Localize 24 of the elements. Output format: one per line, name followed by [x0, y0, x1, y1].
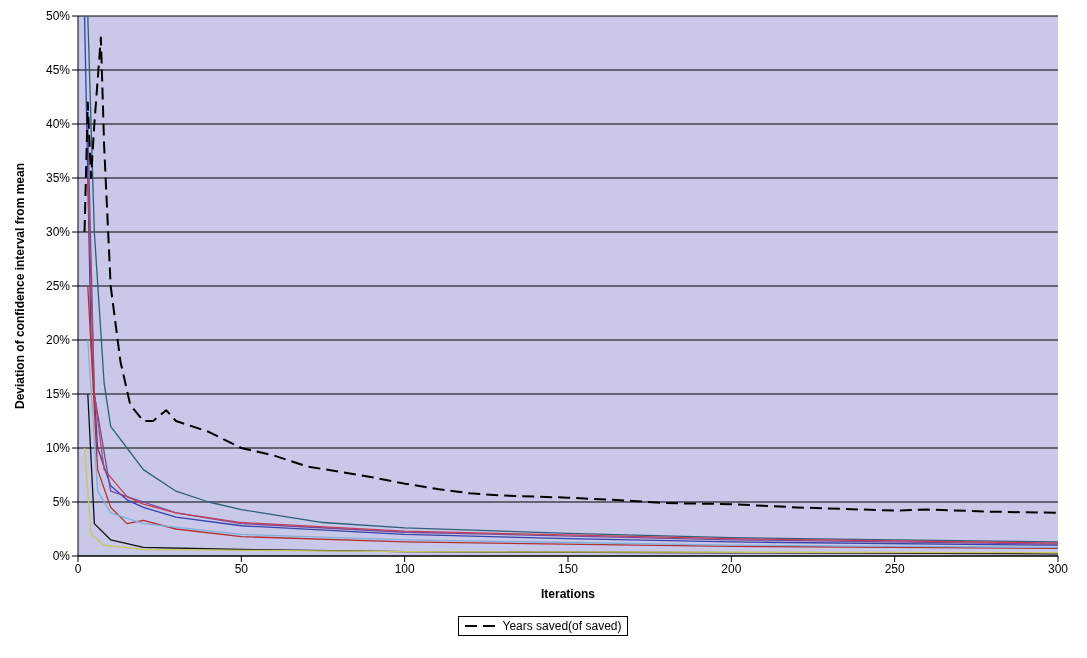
- y-tick-label: 5%: [52, 495, 71, 510]
- y-tick-label: 45%: [45, 63, 71, 78]
- y-tick-label: 20%: [45, 333, 71, 348]
- x-tick-label: 250: [884, 561, 905, 576]
- line-series: [87, 285, 1058, 550]
- x-tick-label: 200: [721, 561, 742, 576]
- x-tick-label: 150: [557, 561, 579, 576]
- y-tick-label: 35%: [45, 171, 71, 186]
- y-tick-label: 0%: [52, 549, 71, 564]
- x-tick-label: 0: [74, 561, 82, 576]
- x-axis-title: Iterations: [540, 587, 596, 601]
- y-tick-label: 50%: [45, 9, 71, 24]
- line-series: [83, 447, 1058, 554]
- y-axis-title: Deviation of confidence interval from mean: [13, 162, 28, 410]
- y-tick-label: 10%: [45, 441, 71, 456]
- line-series: [87, 339, 1058, 549]
- x-tick-label: 50: [234, 561, 249, 576]
- y-tick-label: 15%: [45, 387, 71, 402]
- y-tick-label: 25%: [45, 279, 71, 294]
- y-tick-label: 30%: [45, 225, 71, 240]
- y-tick-label: 40%: [45, 117, 71, 132]
- legend-label: Years saved(of saved): [502, 619, 622, 633]
- x-tick-label: 300: [1047, 561, 1069, 576]
- x-tick-label: 100: [394, 561, 415, 576]
